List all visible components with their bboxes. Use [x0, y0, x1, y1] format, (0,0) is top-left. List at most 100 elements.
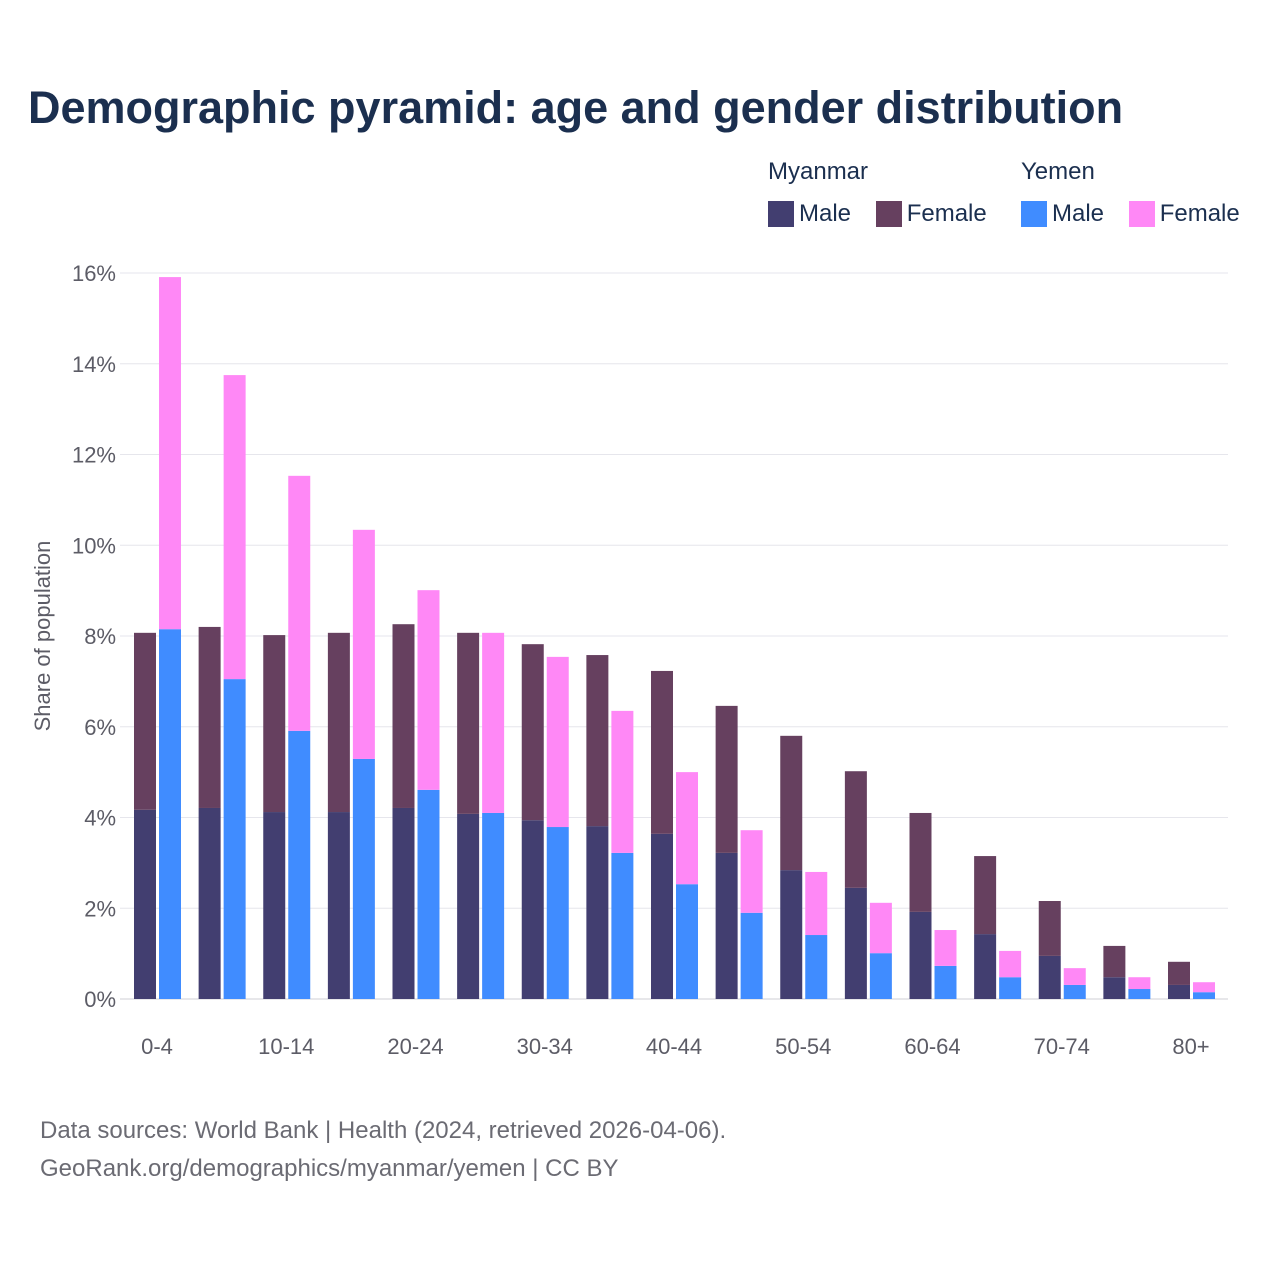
bar-myanmar-male: [198, 807, 221, 999]
bar-myanmar-male: [586, 826, 609, 999]
bar-myanmar-female: [909, 812, 932, 912]
bar-yemen-female: [869, 902, 892, 954]
bar-myanmar-male: [844, 887, 867, 999]
legend-swatch: [875, 201, 902, 227]
bar-myanmar-female: [134, 632, 156, 810]
bar-yemen-male: [1128, 989, 1151, 999]
bar-yemen-female: [352, 529, 375, 759]
bar-myanmar-female: [1103, 945, 1126, 978]
legend-swatch: [768, 201, 794, 227]
y-axis-label: Share of population: [30, 541, 55, 732]
bar-myanmar-female: [198, 626, 221, 808]
bar-myanmar-female: [715, 705, 738, 853]
bar-myanmar-male: [521, 820, 544, 999]
x-tick-label: 50-54: [775, 1034, 831, 1059]
legend-swatch: [1021, 201, 1047, 227]
bar-myanmar-female: [327, 632, 350, 813]
x-tick-label: 80+: [1172, 1034, 1209, 1059]
bar-yemen-female: [740, 830, 763, 913]
bar-myanmar-male: [1038, 955, 1061, 999]
x-tick-label: 40-44: [646, 1034, 702, 1059]
bar-yemen-male: [417, 789, 440, 999]
bar-myanmar-female: [392, 624, 415, 808]
bar-yemen-male: [740, 912, 763, 999]
bar-yemen-female: [934, 930, 957, 966]
legend-myanmar: Myanmar Male Female: [768, 158, 1005, 234]
legend-label: Male: [1052, 200, 1105, 227]
bar-myanmar-female: [457, 632, 480, 814]
bar-yemen-male: [611, 852, 634, 999]
y-tick-label: 8%: [84, 624, 116, 649]
bar-yemen-male: [159, 629, 181, 999]
legend-yemen: Yemen Male Female: [1021, 158, 1240, 234]
y-tick-label: 10%: [72, 533, 116, 558]
legend-label: Female: [906, 200, 987, 227]
bar-yemen-female: [1128, 977, 1151, 990]
x-tick-label: 30-34: [517, 1034, 573, 1059]
bar-myanmar-male: [263, 812, 286, 999]
x-tick-label: 60-64: [904, 1034, 960, 1059]
bar-yemen-female: [676, 772, 698, 885]
bar-yemen-female: [1063, 968, 1086, 985]
bar-myanmar-male: [392, 807, 415, 999]
bar-myanmar-male: [327, 812, 350, 999]
bar-yemen-male: [223, 679, 246, 999]
y-tick-label: 14%: [72, 352, 116, 377]
y-tick-label: 0%: [84, 987, 116, 1012]
bar-yemen-male: [676, 884, 698, 999]
bar-yemen-male: [288, 730, 311, 999]
legend-item: Male: [768, 200, 851, 228]
bar-myanmar-female: [586, 655, 609, 827]
bar-myanmar-female: [263, 635, 286, 813]
legend-label: Female: [1159, 200, 1240, 227]
footer-link[interactable]: GeoRank.org/demographics/myanmar/yemen |…: [40, 1155, 619, 1182]
bar-yemen-female: [159, 277, 181, 630]
bar-yemen-female: [223, 375, 246, 680]
legend-swatch: [1128, 201, 1155, 227]
bar-yemen-male: [546, 827, 569, 999]
bar-myanmar-male: [457, 813, 480, 999]
bar-yemen-male: [482, 812, 505, 999]
bar-yemen-female: [546, 656, 569, 828]
y-tick-label: 4%: [84, 806, 116, 831]
bar-myanmar-male: [974, 934, 997, 999]
x-tick-label: 0-4: [141, 1034, 173, 1059]
bar-myanmar-female: [974, 856, 997, 935]
y-tick-label: 16%: [72, 261, 116, 286]
y-tick-label: 12%: [72, 443, 116, 468]
bar-yemen-female: [417, 590, 440, 790]
bar-yemen-female: [611, 710, 634, 853]
y-tick-label: 6%: [84, 715, 116, 740]
legend-group-title: Yemen: [1021, 158, 1095, 185]
bar-myanmar-female: [780, 735, 803, 871]
bar-yemen-male: [869, 953, 892, 999]
bar-yemen-male: [1193, 992, 1215, 999]
bar-myanmar-female: [1168, 961, 1190, 985]
bar-yemen-female: [1193, 982, 1215, 993]
legend-item: Female: [875, 200, 987, 228]
chart-title: Demographic pyramid: age and gender dist…: [28, 82, 1124, 133]
bar-myanmar-male: [1168, 984, 1190, 999]
bar-yemen-female: [805, 871, 828, 936]
x-tick-label: 70-74: [1034, 1034, 1090, 1059]
bar-myanmar-male: [651, 833, 673, 999]
bar-myanmar-male: [780, 870, 803, 999]
bar-myanmar-male: [715, 852, 738, 999]
x-tick-label: 20-24: [387, 1034, 443, 1059]
bar-myanmar-female: [1038, 900, 1061, 956]
bar-myanmar-male: [134, 809, 156, 999]
bar-yemen-male: [805, 935, 828, 999]
legend-group-title: Myanmar: [768, 158, 869, 185]
bar-yemen-male: [999, 977, 1022, 999]
bar-myanmar-male: [909, 911, 932, 999]
bar-myanmar-female: [651, 670, 673, 834]
x-tick-label: 10-14: [258, 1034, 314, 1059]
y-tick-label: 2%: [84, 896, 116, 921]
bar-yemen-male: [1063, 984, 1086, 999]
bar-myanmar-female: [844, 771, 867, 888]
bar-yemen-male: [934, 965, 957, 999]
legend-label: Male: [799, 200, 852, 227]
bar-yemen-female: [482, 632, 505, 813]
bar-myanmar-female: [521, 644, 544, 821]
